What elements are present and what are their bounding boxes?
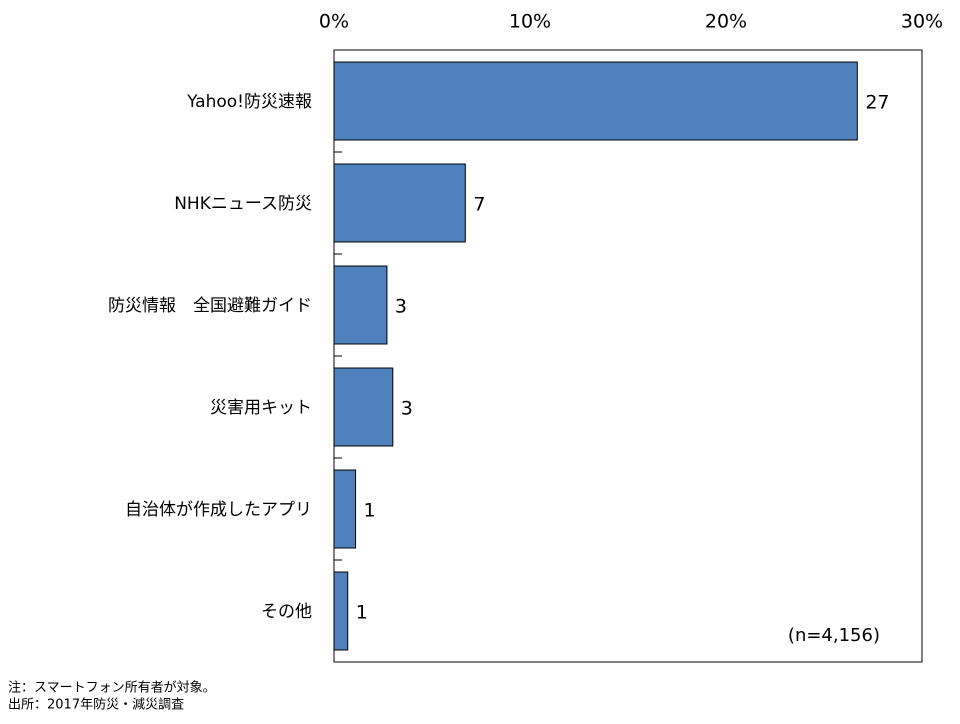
bar — [333, 367, 394, 447]
y-tick-label: 自治体が作成したアプリ — [125, 500, 312, 520]
y-tick-label: その他 — [261, 602, 312, 622]
bar — [333, 163, 466, 243]
y-tick-label: 災害用キット — [210, 398, 312, 418]
value-label: 27 — [865, 92, 889, 114]
x-tick-label: 30% — [901, 11, 943, 33]
value-label: 1 — [356, 602, 368, 624]
bar — [333, 61, 858, 141]
value-label: 7 — [473, 194, 485, 216]
sample-size: (n=4,156) — [788, 625, 880, 646]
note: 注：スマートフォン所有者が対象。 — [8, 681, 216, 696]
bar — [333, 571, 349, 651]
x-tick-label: 20% — [705, 11, 747, 33]
source: 出所：2017年防災・減災調査 — [8, 697, 184, 713]
value-label: 3 — [395, 296, 407, 318]
y-tick-label: 防災情報 全国避難ガイド — [108, 296, 312, 316]
value-label: 3 — [401, 398, 413, 420]
bar — [333, 469, 357, 549]
bar — [333, 265, 388, 345]
y-tick-label: Yahoo!防災速報 — [186, 92, 312, 112]
plot-frame — [333, 49, 923, 663]
x-tick-label: 10% — [509, 11, 551, 33]
x-tick-label: 0% — [319, 11, 349, 33]
y-tick-label: NHKニュース防災 — [174, 194, 312, 214]
value-label: 1 — [364, 500, 376, 522]
